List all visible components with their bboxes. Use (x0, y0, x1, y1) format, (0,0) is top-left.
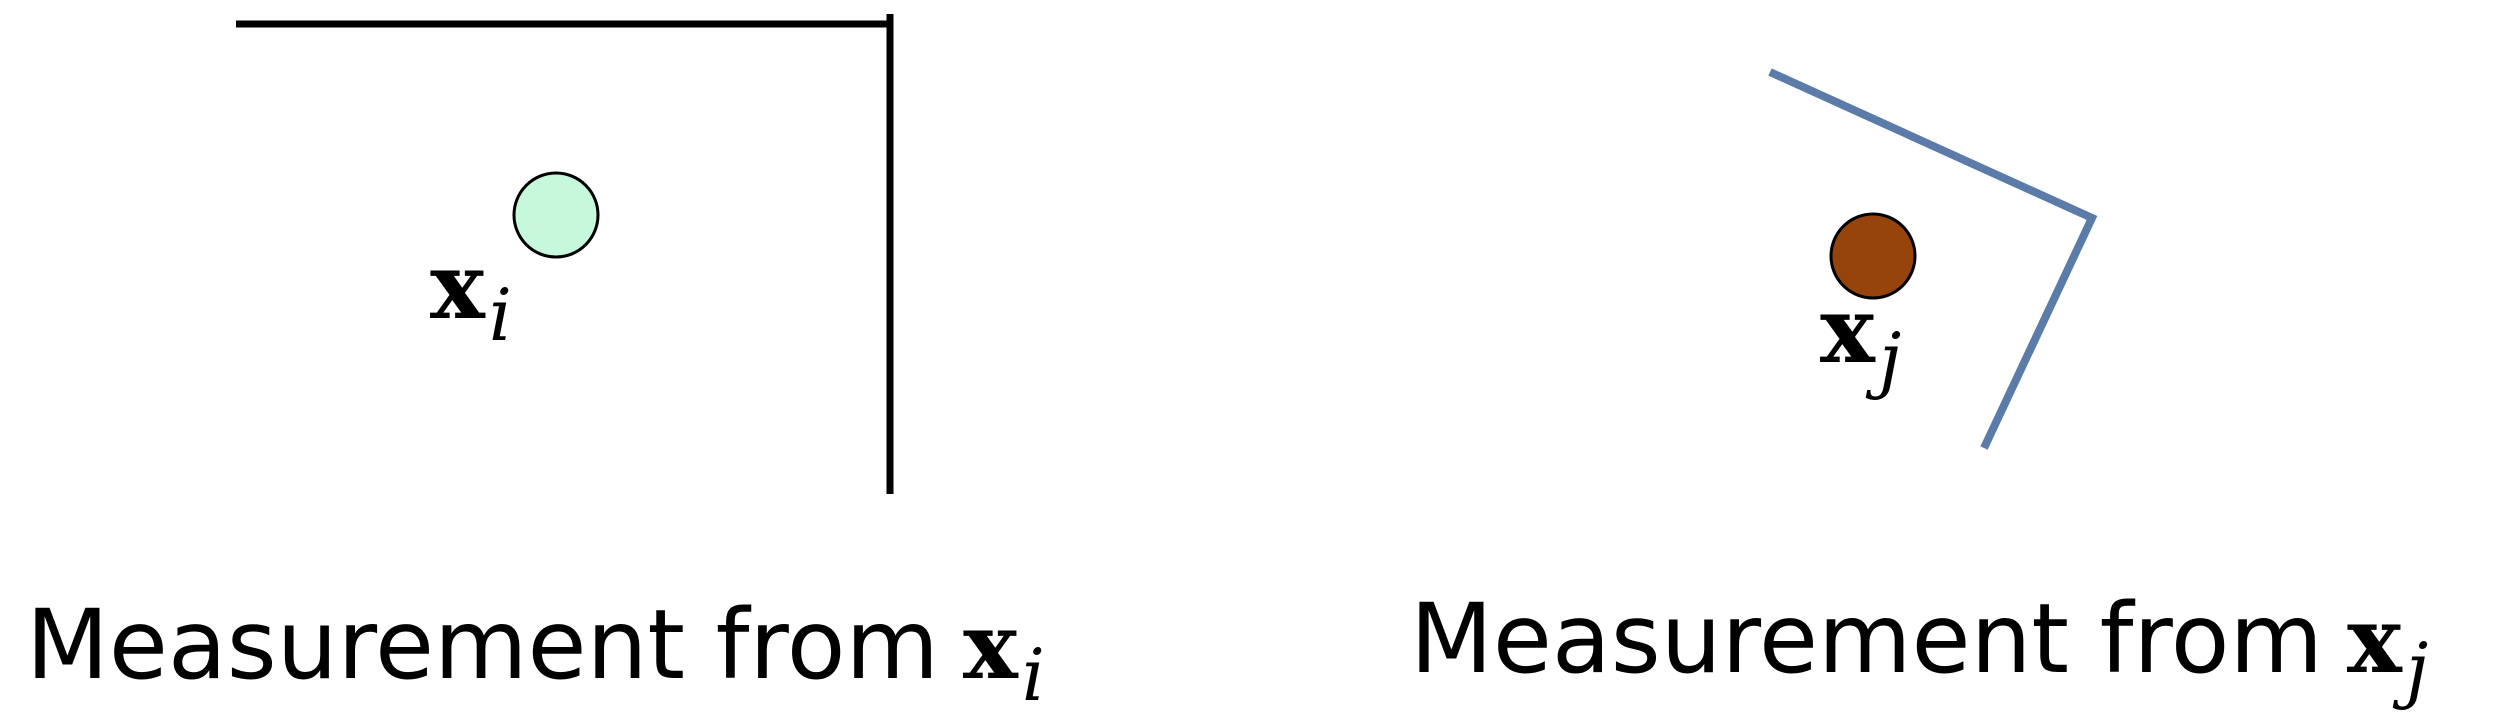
label-xi: xi (430, 232, 512, 357)
label-xj: xj (1820, 276, 1901, 401)
point-xj (1829, 212, 1917, 300)
caption-left: Measurement from xi (26, 589, 1045, 717)
left-wall-corner (236, 20, 894, 494)
right-panel: xj (1768, 68, 2098, 450)
point-xi (512, 171, 600, 259)
left-panel: xi (236, 14, 894, 494)
caption-right: Measurement from xj (1410, 583, 2428, 711)
right-wall-corner (1768, 68, 2098, 450)
